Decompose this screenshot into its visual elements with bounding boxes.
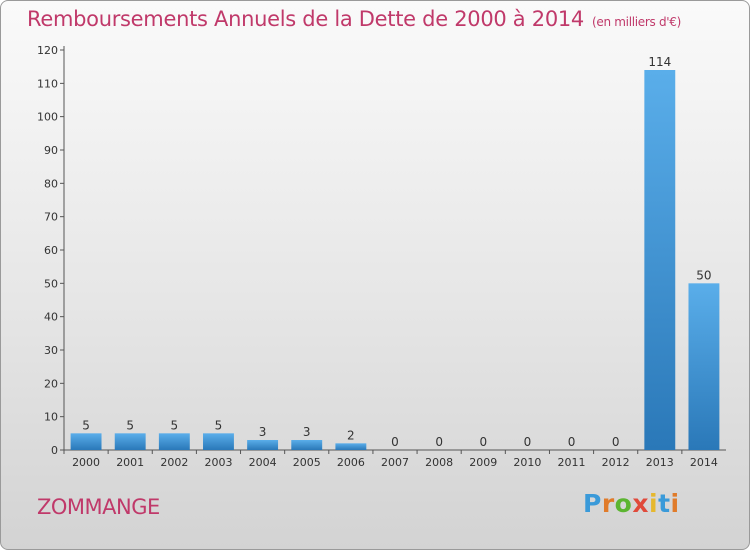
bar-value-label: 114	[648, 55, 671, 69]
bar	[203, 433, 234, 450]
logo-letter: i	[649, 489, 659, 518]
chart-subtitle: (en milliers d'€)	[592, 15, 682, 29]
bar-value-label: 0	[568, 435, 576, 449]
bar	[158, 433, 190, 450]
logo-letter: o	[614, 489, 633, 518]
bar-value-label: 5	[82, 418, 90, 432]
bar	[335, 443, 367, 450]
x-tick-label: 2002	[160, 456, 188, 469]
x-tick-label: 2014	[690, 456, 718, 469]
bar	[291, 440, 323, 450]
bar-value-label: 0	[435, 435, 443, 449]
bar	[247, 440, 279, 450]
y-tick-label: 90	[44, 144, 58, 157]
bar-value-label: 5	[126, 418, 134, 432]
x-tick-label: 2006	[337, 456, 365, 469]
y-tick-label: 80	[44, 177, 58, 190]
bar-value-label: 50	[696, 268, 711, 282]
logo-letter: x	[632, 489, 649, 518]
bar-value-label: 0	[391, 435, 399, 449]
x-tick-label: 2000	[72, 456, 100, 469]
bar-value-label: 2	[347, 428, 355, 442]
y-tick-label: 10	[44, 411, 58, 424]
x-tick-label: 2005	[293, 456, 321, 469]
y-tick-label: 0	[51, 444, 58, 457]
bar-value-label: 3	[303, 425, 311, 439]
x-tick-label: 2004	[249, 456, 277, 469]
y-tick-label: 70	[44, 211, 58, 224]
x-tick-label: 2012	[602, 456, 630, 469]
y-tick-label: 40	[44, 311, 58, 324]
y-tick-label: 20	[44, 377, 58, 390]
logo-letter: P	[583, 489, 602, 518]
bar	[644, 70, 676, 450]
bar	[114, 433, 146, 450]
commune-name: ZOMMANGE	[37, 495, 160, 519]
logo-letter: t	[658, 489, 671, 518]
chart-title: Remboursements Annuels de la Dette de 20…	[27, 7, 682, 31]
x-tick-label: 2009	[469, 456, 497, 469]
bar-value-label: 0	[479, 435, 487, 449]
x-tick-label: 2010	[513, 456, 541, 469]
x-tick-label: 2003	[204, 456, 232, 469]
y-tick-label: 120	[37, 44, 58, 57]
y-tick-label: 50	[44, 277, 58, 290]
bar-value-label: 3	[259, 425, 267, 439]
x-tick-label: 2007	[381, 456, 409, 469]
y-tick-label: 30	[44, 344, 58, 357]
proxiti-logo: Proxiti	[583, 489, 680, 518]
bar-value-label: 5	[171, 418, 179, 432]
x-tick-label: 2001	[116, 456, 144, 469]
y-tick-label: 60	[44, 244, 58, 257]
x-tick-label: 2013	[646, 456, 674, 469]
y-tick-label: 100	[37, 111, 58, 124]
bar	[70, 433, 102, 450]
x-tick-label: 2011	[558, 456, 586, 469]
y-tick-label: 110	[37, 77, 58, 90]
logo-letter: r	[601, 489, 615, 518]
bar	[688, 283, 720, 450]
bar-value-label: 0	[524, 435, 532, 449]
bar-value-label: 0	[612, 435, 620, 449]
bar-value-label: 5	[215, 418, 223, 432]
logo-letter: i	[670, 489, 680, 518]
x-tick-label: 2008	[425, 456, 453, 469]
